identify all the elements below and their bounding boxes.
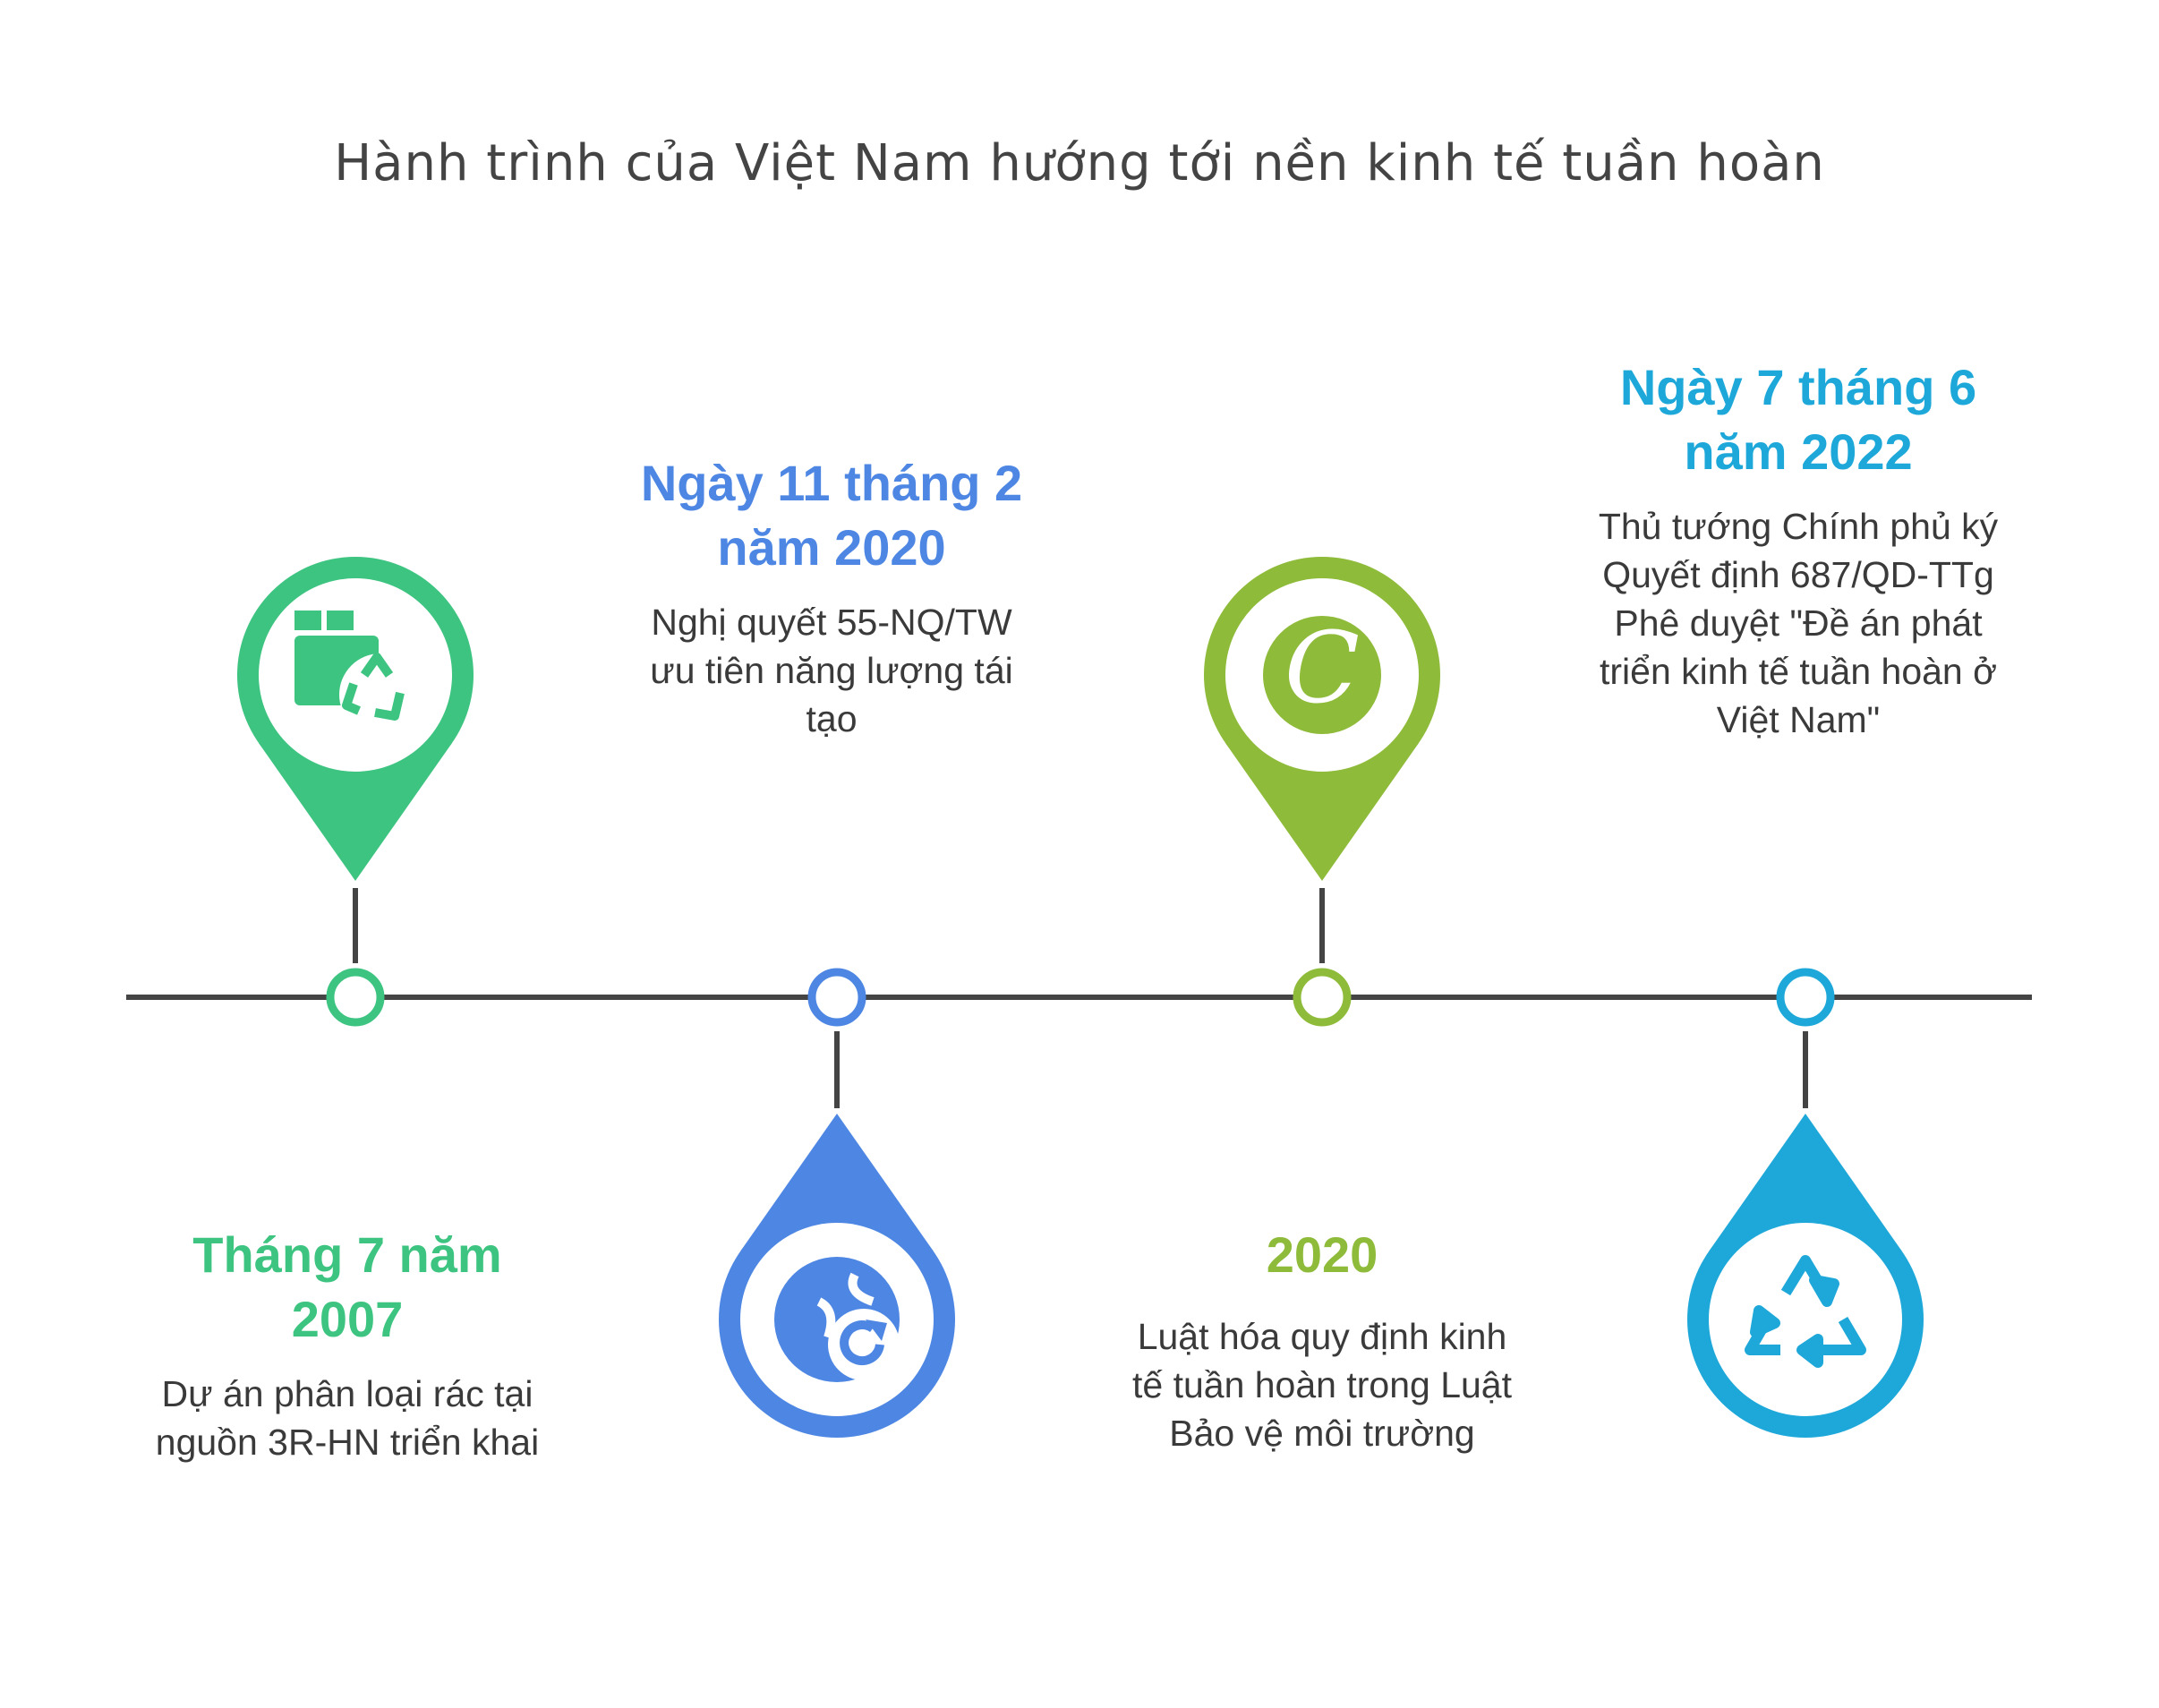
timeline-node bbox=[807, 968, 866, 1027]
map-pin-marker: C bbox=[1204, 557, 1440, 881]
map-pin-marker bbox=[237, 557, 474, 881]
timeline-node bbox=[1293, 968, 1352, 1027]
event-heading: 2020 bbox=[1266, 1226, 1378, 1283]
event-description: Dự án phân loại rác tại nguồn 3R-HN triển… bbox=[155, 1373, 540, 1463]
svg-text:C: C bbox=[1284, 611, 1360, 725]
event-description: Luật hóa quy định kinh tế tuần hoàn trong… bbox=[1131, 1316, 1512, 1454]
recycle-icon bbox=[1745, 1255, 1866, 1368]
globe-refresh-icon bbox=[774, 1257, 900, 1382]
event-2020-feb: Ngày 11 tháng 2 năm 2020 Nghị quyết 55-NQ… bbox=[590, 451, 1073, 743]
event-description: Nghị quyết 55-NQ/TW ưu tiên năng lượng tá… bbox=[650, 602, 1013, 739]
event-2020: 2020 Luật hóa quy định kinh tế tuần hoàn … bbox=[1080, 1223, 1564, 1457]
event-2007: Tháng 7 năm 2007 Dự án phân loại rác tại n… bbox=[106, 1223, 589, 1466]
event-heading: Ngày 7 tháng 6 năm 2022 bbox=[1619, 359, 1977, 480]
timeline-node bbox=[326, 968, 385, 1027]
event-heading: Ngày 11 tháng 2 năm 2020 bbox=[640, 455, 1023, 576]
event-description: Thủ tướng Chính phủ ký Quyết định 687/QD-… bbox=[1598, 506, 1999, 740]
page-title: Hành trình của Việt Nam hướng tới nền ki… bbox=[334, 134, 1825, 192]
letter-c-icon: C bbox=[1263, 611, 1381, 734]
timeline-node bbox=[1776, 968, 1835, 1027]
drop-marker bbox=[1687, 1114, 1924, 1438]
box-recycle-icon bbox=[294, 611, 422, 736]
drop-marker bbox=[719, 1114, 955, 1438]
event-2022: Ngày 7 tháng 6 năm 2022 Thủ tướng Chính p… bbox=[1557, 355, 2040, 744]
event-heading: Tháng 7 năm 2007 bbox=[192, 1226, 502, 1347]
